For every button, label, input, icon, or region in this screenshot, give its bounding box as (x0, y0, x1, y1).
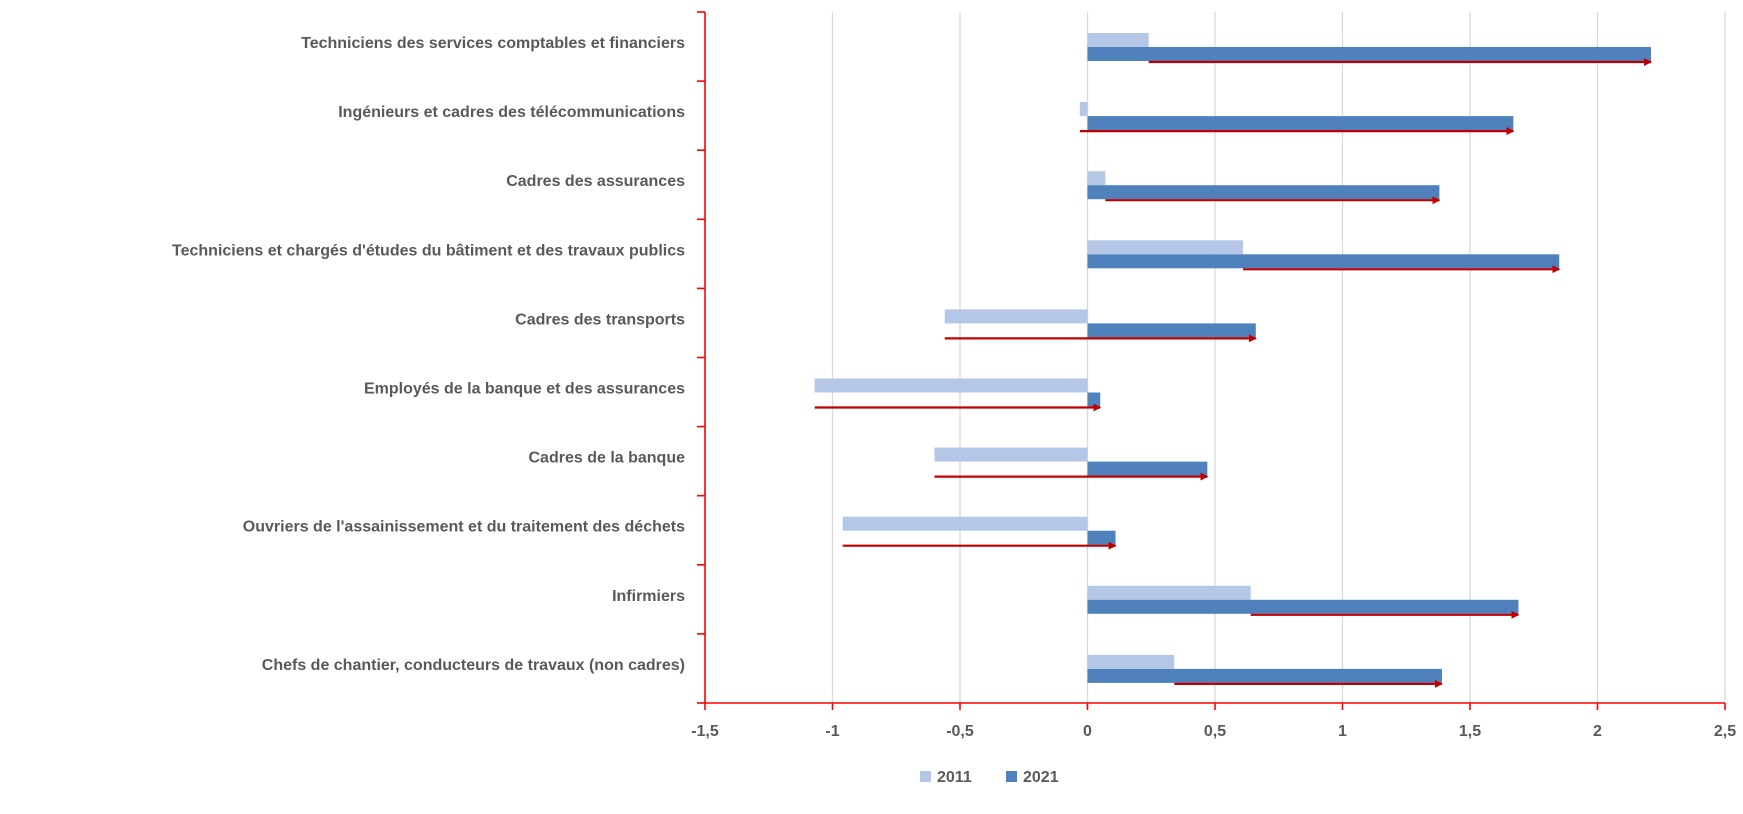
x-tick-label: 2 (1593, 723, 1602, 740)
category-label: Techniciens des services comptables et f… (301, 35, 685, 52)
axes (697, 11, 1726, 710)
x-tick-labels: -1,5 -1 -0,5 0 0,5 1 1,5 2 2,5 (691, 723, 1736, 740)
x-tick-label: 0,5 (1204, 723, 1226, 740)
x-tick-label: -1 (825, 723, 839, 740)
category-label: Cadres de la banque (529, 450, 686, 467)
bar-2021 (1087, 254, 1560, 269)
bar-2011 (1087, 585, 1251, 600)
legend-label: 2021 (1023, 769, 1059, 786)
bar-2021 (1087, 668, 1442, 683)
bar-2011 (934, 447, 1088, 462)
x-tick-label: 1 (1338, 723, 1347, 740)
category-label: Cadres des transports (515, 311, 685, 328)
category-label: Ingénieurs et cadres des télécommunicati… (338, 104, 685, 121)
x-tick-label: 1,5 (1459, 723, 1481, 740)
bar-2011 (1079, 102, 1088, 117)
bar-2011 (814, 378, 1088, 393)
x-tick-label: 2,5 (1714, 723, 1736, 740)
bar-2021 (1087, 47, 1652, 61)
bars (814, 33, 1652, 683)
bar-2021 (1087, 116, 1514, 131)
x-tick-label: -1,5 (691, 723, 719, 740)
bar-2011 (1087, 33, 1149, 47)
gridlines (831, 12, 1726, 703)
bar-2021 (1087, 461, 1208, 476)
legend-label: 2011 (937, 769, 972, 786)
bar-2021 (1087, 530, 1116, 545)
bar-2011 (1087, 240, 1244, 255)
category-label: Infirmiers (612, 588, 685, 605)
legend-swatch (920, 771, 931, 782)
x-tick-label: 0 (1083, 723, 1092, 740)
bar-2011 (1087, 171, 1106, 186)
bar-2021 (1087, 185, 1440, 200)
category-label: Employés de la banque et des assurances (364, 381, 685, 398)
bar-2021 (1087, 392, 1101, 407)
bar-2011 (1087, 654, 1175, 669)
change-arrows (814, 58, 1653, 688)
legend-swatch (1006, 771, 1017, 782)
x-tick-label: -0,5 (946, 723, 974, 740)
category-label: Techniciens et chargés d'études du bâtim… (172, 242, 685, 259)
legend: 2011 2021 (920, 769, 1059, 786)
bar-2011 (944, 309, 1088, 324)
bar-2021 (1087, 599, 1519, 614)
category-label: Ouvriers de l'assainissement et du trait… (243, 519, 685, 536)
category-label: Chefs de chantier, conducteurs de travau… (262, 657, 685, 674)
bar-2011 (842, 516, 1088, 531)
bar-2021 (1087, 323, 1256, 338)
category-label: Cadres des assurances (506, 173, 685, 190)
category-labels: Techniciens des services comptables et f… (172, 35, 685, 674)
